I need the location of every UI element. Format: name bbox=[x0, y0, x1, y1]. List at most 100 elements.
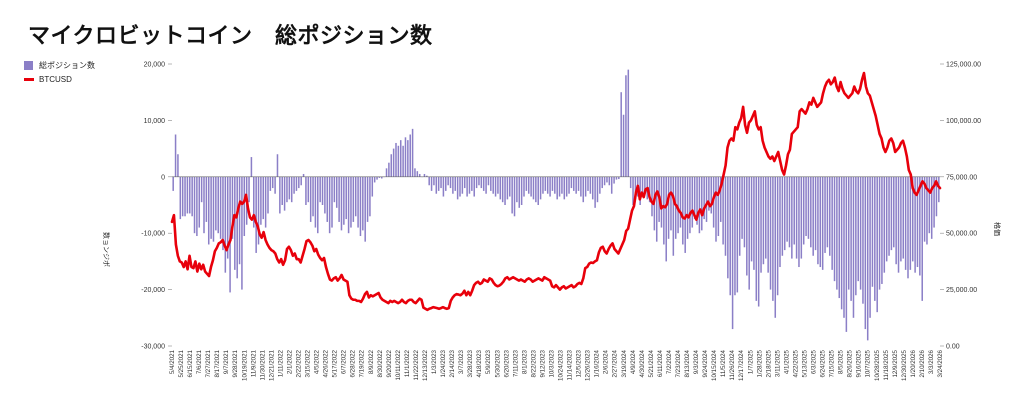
x-tick-label: 11/9/2021 bbox=[250, 349, 257, 377]
bar bbox=[307, 176, 310, 203]
chart-title: マイクロビットコイン 総ポジション数 bbox=[28, 23, 433, 48]
x-tick-label: 4/18/2023 bbox=[476, 349, 483, 377]
x-tick-label: 2/18/2025 bbox=[765, 349, 772, 377]
bar bbox=[817, 176, 819, 265]
left-axis-tick-label: -10,000 bbox=[141, 231, 165, 238]
x-tick-label: 12/5/2023 bbox=[576, 349, 583, 377]
bar bbox=[454, 176, 457, 191]
bar bbox=[698, 176, 701, 234]
bar bbox=[414, 168, 416, 177]
bar bbox=[212, 176, 215, 242]
x-tick-label: 1/11/2022 bbox=[277, 349, 284, 377]
bar bbox=[347, 176, 350, 234]
bar bbox=[805, 176, 807, 237]
bar bbox=[207, 176, 210, 245]
x-tick-label: 2/1/2022 bbox=[286, 349, 293, 374]
bar bbox=[810, 176, 812, 248]
bar bbox=[371, 176, 374, 197]
bar bbox=[283, 176, 286, 211]
bar bbox=[893, 176, 895, 248]
bar bbox=[632, 176, 634, 205]
bar bbox=[558, 176, 561, 197]
bar bbox=[909, 176, 912, 270]
bar bbox=[791, 176, 793, 259]
bar bbox=[774, 176, 777, 318]
legend-swatch-line bbox=[24, 77, 34, 81]
bar bbox=[426, 175, 428, 177]
bar bbox=[544, 176, 547, 191]
bar bbox=[487, 176, 490, 186]
x-tick-label: 3/15/2022 bbox=[305, 349, 312, 377]
bar bbox=[693, 176, 696, 220]
x-tick-label: 12/21/2021 bbox=[268, 349, 275, 381]
bar bbox=[447, 176, 449, 186]
x-tick-label: 9/7/2021 bbox=[223, 349, 230, 374]
bar bbox=[587, 176, 589, 191]
bar bbox=[250, 157, 253, 177]
bar bbox=[385, 168, 388, 177]
bar bbox=[475, 176, 478, 189]
x-tick-label: 5/4/2021 bbox=[169, 349, 176, 374]
x-tick-label: 3/7/2023 bbox=[458, 349, 465, 374]
bar bbox=[665, 176, 667, 262]
bar bbox=[333, 176, 336, 203]
bar bbox=[596, 176, 599, 203]
bar bbox=[231, 176, 234, 239]
x-tick-label: 9/12/2023 bbox=[539, 349, 546, 377]
bar bbox=[584, 176, 587, 197]
bar bbox=[319, 176, 321, 203]
bar bbox=[767, 176, 769, 273]
bar bbox=[895, 176, 897, 265]
bar bbox=[309, 176, 312, 222]
bar bbox=[570, 176, 573, 189]
x-tick-label: 12/9/2025 bbox=[892, 349, 899, 377]
bar bbox=[442, 176, 445, 197]
x-tick-label: 1/16/2024 bbox=[594, 349, 601, 377]
bar bbox=[343, 176, 345, 225]
bar bbox=[509, 176, 511, 197]
legend-label-bars: 総ポジション数 bbox=[39, 60, 95, 70]
x-tick-label: 10/15/2024 bbox=[711, 349, 718, 381]
bar bbox=[324, 176, 326, 214]
x-tick-label: 11/5/2024 bbox=[720, 349, 727, 377]
bar bbox=[523, 176, 525, 197]
x-tick-label: 8/13/2024 bbox=[684, 349, 691, 377]
bar bbox=[257, 176, 260, 245]
bar bbox=[629, 176, 632, 189]
bar bbox=[546, 176, 549, 194]
bar bbox=[198, 176, 201, 228]
x-tick-label: 4/5/2022 bbox=[314, 349, 321, 374]
bar bbox=[703, 176, 705, 220]
bar bbox=[177, 154, 179, 177]
bar bbox=[670, 176, 672, 231]
bar bbox=[672, 176, 675, 256]
bar bbox=[305, 176, 307, 205]
bar bbox=[923, 176, 926, 242]
bar bbox=[736, 176, 739, 293]
bar bbox=[314, 176, 317, 228]
x-tick-label: 1/3/2023 bbox=[431, 349, 438, 374]
bar bbox=[589, 176, 592, 194]
bar bbox=[928, 176, 931, 234]
bar bbox=[748, 176, 750, 290]
bar bbox=[409, 134, 411, 177]
x-tick-label: 7/11/2023 bbox=[512, 349, 519, 377]
bar bbox=[362, 176, 364, 231]
x-tick-label: 10/11/2022 bbox=[395, 349, 402, 380]
bar bbox=[525, 176, 528, 191]
x-tick-label: 11/30/2021 bbox=[259, 349, 266, 380]
bar bbox=[580, 176, 582, 197]
bar bbox=[904, 176, 907, 270]
bar bbox=[478, 176, 480, 186]
bar bbox=[701, 176, 703, 231]
bar bbox=[494, 176, 497, 197]
bar bbox=[722, 176, 724, 245]
bar bbox=[504, 176, 506, 205]
right-axis-tick-label: 125,000.00 bbox=[946, 62, 981, 69]
bar bbox=[938, 176, 940, 203]
bar bbox=[750, 176, 753, 262]
bar bbox=[641, 176, 644, 194]
bar bbox=[890, 176, 893, 251]
bar bbox=[855, 176, 857, 296]
bar bbox=[466, 176, 468, 197]
